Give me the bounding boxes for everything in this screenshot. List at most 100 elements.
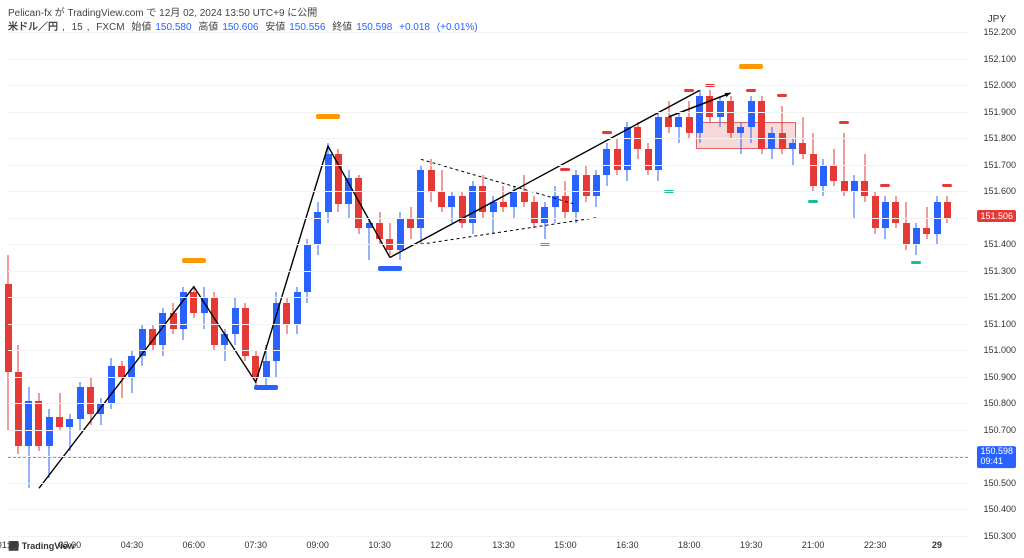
candle xyxy=(603,32,610,536)
gridline xyxy=(8,509,968,510)
y-tick-label: 151.300 xyxy=(983,266,1016,276)
close-price-badge: 150.59809:41 xyxy=(977,446,1016,468)
x-tick-label: 04:30 xyxy=(121,540,144,550)
candle xyxy=(407,32,414,536)
candle xyxy=(572,32,579,536)
candle xyxy=(861,32,868,536)
candle xyxy=(851,32,858,536)
candle xyxy=(108,32,115,536)
y-tick-label: 151.800 xyxy=(983,133,1016,143)
gridline xyxy=(8,324,968,325)
x-tick-label: 13:30 xyxy=(492,540,515,550)
signal-marker xyxy=(808,200,818,203)
candle xyxy=(872,32,879,536)
y-tick-label: 150.700 xyxy=(983,425,1016,435)
candle xyxy=(758,32,765,536)
candle xyxy=(934,32,941,536)
candle xyxy=(655,32,662,536)
candle xyxy=(417,32,424,536)
candle xyxy=(149,32,156,536)
candle xyxy=(665,32,672,536)
gridline xyxy=(8,483,968,484)
gridline xyxy=(8,85,968,86)
signal-marker xyxy=(746,89,756,92)
candle xyxy=(634,32,641,536)
candle xyxy=(789,32,796,536)
gridline xyxy=(8,271,968,272)
candle xyxy=(376,32,383,536)
y-tick-label: 152.000 xyxy=(983,80,1016,90)
chart-area[interactable] xyxy=(8,32,968,536)
y-tick-label: 150.800 xyxy=(983,398,1016,408)
x-tick-label: 16:30 xyxy=(616,540,639,550)
candle xyxy=(706,32,713,536)
candle xyxy=(500,32,507,536)
candle xyxy=(221,32,228,536)
candle xyxy=(56,32,63,536)
gridline xyxy=(8,218,968,219)
candle xyxy=(944,32,951,536)
candle xyxy=(768,32,775,536)
signal-marker xyxy=(839,121,849,124)
candle xyxy=(562,32,569,536)
signal-marker xyxy=(880,184,890,187)
gridline xyxy=(8,297,968,298)
y-tick-label: 150.500 xyxy=(983,478,1016,488)
instrument-header: 米ドル／円, 15, FXCM 始値150.580 高値150.606 安値15… xyxy=(8,18,482,33)
x-tick-label: 29 xyxy=(932,540,942,550)
gridline xyxy=(8,59,968,60)
candle xyxy=(717,32,724,536)
candle xyxy=(779,32,786,536)
candle xyxy=(727,32,734,536)
candle xyxy=(159,32,166,536)
candle xyxy=(5,32,12,536)
candle xyxy=(325,32,332,536)
signal-marker xyxy=(560,168,570,171)
candle xyxy=(552,32,559,536)
last-price-badge: 151.506 xyxy=(977,210,1016,222)
candle xyxy=(799,32,806,536)
swing-marker xyxy=(739,64,763,69)
candle xyxy=(882,32,889,536)
candle xyxy=(97,32,104,536)
candle xyxy=(232,32,239,536)
y-tick-label: 151.900 xyxy=(983,107,1016,117)
y-tick-label: 151.200 xyxy=(983,292,1016,302)
y-tick-label: 152.200 xyxy=(983,27,1016,37)
candle xyxy=(252,32,259,536)
candle xyxy=(273,32,280,536)
candle xyxy=(190,32,197,536)
candle xyxy=(892,32,899,536)
x-tick-label: 03:00 xyxy=(59,540,82,550)
x-tick-label: 06:00 xyxy=(183,540,206,550)
candle xyxy=(180,32,187,536)
signal-marker xyxy=(777,94,787,97)
gridline xyxy=(8,138,968,139)
candle xyxy=(583,32,590,536)
candle xyxy=(830,32,837,536)
candle xyxy=(490,32,497,536)
candle xyxy=(283,32,290,536)
candle xyxy=(521,32,528,536)
candle xyxy=(139,32,146,536)
candle xyxy=(459,32,466,536)
candle xyxy=(841,32,848,536)
candle xyxy=(541,32,548,536)
x-tick-label: 10:30 xyxy=(368,540,391,550)
x-tick-label: 09:00 xyxy=(306,540,329,550)
y-tick-label: 151.000 xyxy=(983,345,1016,355)
candle xyxy=(345,32,352,536)
candle xyxy=(645,32,652,536)
gridline xyxy=(8,32,968,33)
signal-marker xyxy=(942,184,952,187)
candle xyxy=(263,32,270,536)
swing-marker xyxy=(254,385,278,390)
candle xyxy=(87,32,94,536)
gridline xyxy=(8,165,968,166)
candle xyxy=(686,32,693,536)
candle xyxy=(118,32,125,536)
candle xyxy=(35,32,42,536)
candle xyxy=(913,32,920,536)
signal-marker xyxy=(684,89,694,92)
candle xyxy=(428,32,435,536)
